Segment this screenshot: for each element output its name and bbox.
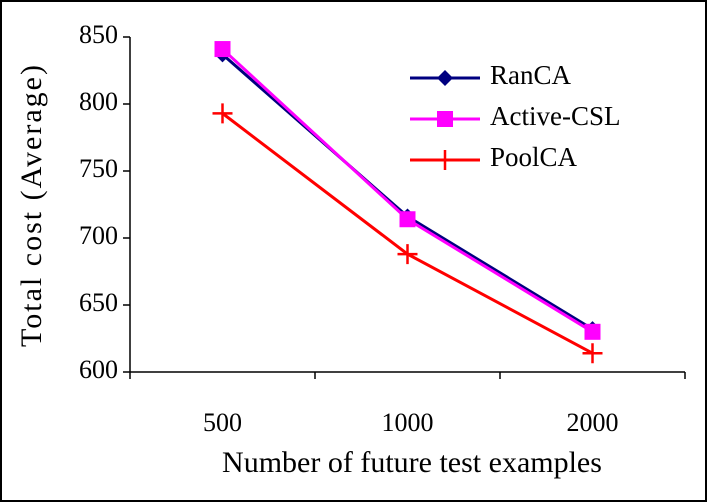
data-point xyxy=(212,103,233,124)
y-tick-label: 800 xyxy=(79,87,118,116)
y-tick-label: 650 xyxy=(79,288,118,317)
x-tick-label: 500 xyxy=(203,408,242,437)
legend-label: RanCA xyxy=(490,60,572,90)
y-tick-label: 600 xyxy=(79,355,118,384)
legend-marker xyxy=(437,70,453,86)
x-tick-label: 2000 xyxy=(567,408,619,437)
data-point xyxy=(397,244,418,265)
x-axis-title: Number of future test examples xyxy=(222,446,602,479)
data-point xyxy=(582,343,603,364)
legend-marker xyxy=(435,150,455,170)
y-axis-title: Total cost (Average) xyxy=(15,63,48,347)
y-tick-label: 750 xyxy=(79,154,118,183)
legend-label: PoolCA xyxy=(490,142,578,172)
legend-marker xyxy=(437,111,453,127)
x-tick-label: 1000 xyxy=(382,408,434,437)
y-tick-label: 850 xyxy=(79,20,118,49)
y-tick-label: 700 xyxy=(79,221,118,250)
data-point xyxy=(399,211,416,228)
data-point xyxy=(214,41,231,58)
data-point xyxy=(584,323,601,340)
legend-label: Active-CSL xyxy=(490,101,620,131)
